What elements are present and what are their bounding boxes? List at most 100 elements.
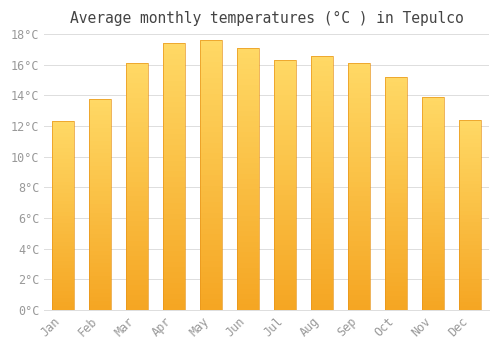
Bar — [311, 259, 334, 264]
Bar — [274, 215, 296, 220]
Bar — [460, 143, 481, 147]
Bar — [237, 294, 260, 299]
Bar — [460, 264, 481, 268]
Bar — [311, 274, 334, 279]
Bar — [126, 147, 148, 152]
Bar — [460, 219, 481, 222]
Bar — [163, 123, 185, 129]
Bar — [311, 193, 334, 198]
Bar — [460, 302, 481, 306]
Bar — [385, 235, 407, 240]
Bar — [274, 295, 296, 300]
Bar — [163, 54, 185, 60]
Bar — [385, 142, 407, 147]
Bar — [274, 205, 296, 210]
Bar — [385, 249, 407, 254]
Bar — [385, 217, 407, 221]
Bar — [311, 167, 334, 173]
Bar — [237, 242, 260, 247]
Bar — [200, 207, 222, 213]
Bar — [422, 250, 444, 254]
Bar — [52, 250, 74, 253]
Bar — [237, 189, 260, 195]
Bar — [348, 83, 370, 88]
Bar — [126, 251, 148, 256]
Bar — [126, 182, 148, 187]
Bar — [460, 279, 481, 283]
Bar — [274, 240, 296, 245]
Bar — [237, 168, 260, 174]
Bar — [89, 306, 111, 310]
Bar — [237, 252, 260, 257]
Bar — [52, 170, 74, 174]
Bar — [422, 118, 444, 122]
Bar — [163, 304, 185, 310]
Bar — [422, 156, 444, 161]
Bar — [126, 137, 148, 142]
Bar — [126, 103, 148, 108]
Bar — [385, 147, 407, 152]
Bar — [311, 142, 334, 147]
Bar — [52, 193, 74, 197]
Bar — [422, 225, 444, 229]
Bar — [163, 81, 185, 86]
Bar — [348, 118, 370, 122]
Bar — [274, 265, 296, 270]
Bar — [348, 285, 370, 290]
Bar — [126, 196, 148, 201]
Bar — [460, 199, 481, 203]
Bar — [200, 73, 222, 78]
Bar — [348, 108, 370, 113]
Bar — [274, 180, 296, 185]
Bar — [348, 216, 370, 221]
Bar — [311, 66, 334, 71]
Bar — [126, 172, 148, 177]
Bar — [460, 139, 481, 143]
Bar — [237, 304, 260, 310]
Bar — [89, 230, 111, 234]
Bar — [422, 259, 444, 263]
Bar — [200, 261, 222, 267]
Bar — [348, 246, 370, 251]
Bar — [422, 191, 444, 195]
Bar — [163, 145, 185, 150]
Bar — [126, 73, 148, 78]
Bar — [348, 290, 370, 295]
Bar — [460, 154, 481, 158]
Bar — [163, 43, 185, 49]
Bar — [237, 179, 260, 184]
Bar — [200, 100, 222, 105]
Bar — [89, 297, 111, 301]
Bar — [311, 233, 334, 239]
Bar — [237, 95, 260, 100]
Bar — [163, 235, 185, 240]
Bar — [274, 110, 296, 115]
Bar — [460, 131, 481, 135]
Bar — [422, 97, 444, 310]
Bar — [126, 246, 148, 251]
Bar — [237, 174, 260, 179]
Bar — [311, 229, 334, 233]
Bar — [52, 208, 74, 212]
Bar — [237, 237, 260, 242]
Bar — [200, 175, 222, 181]
Bar — [348, 280, 370, 285]
Bar — [237, 216, 260, 221]
Bar — [237, 58, 260, 64]
Bar — [385, 110, 407, 114]
Bar — [311, 284, 334, 289]
Bar — [126, 201, 148, 206]
Bar — [385, 273, 407, 277]
Bar — [126, 162, 148, 167]
Bar — [311, 289, 334, 294]
Bar — [311, 76, 334, 81]
Bar — [348, 295, 370, 300]
Bar — [52, 261, 74, 265]
Bar — [348, 270, 370, 275]
Bar — [385, 114, 407, 119]
Bar — [348, 93, 370, 98]
Bar — [348, 265, 370, 270]
Bar — [422, 148, 444, 152]
Bar — [89, 128, 111, 132]
Bar — [89, 251, 111, 255]
